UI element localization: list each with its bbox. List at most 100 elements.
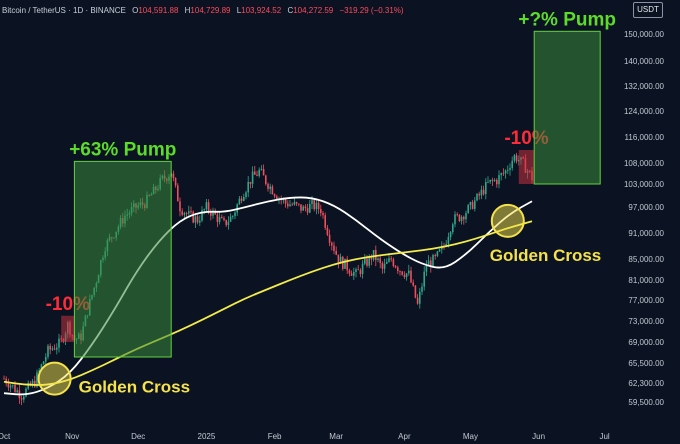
candle-body bbox=[7, 383, 10, 388]
candle-body bbox=[20, 398, 23, 400]
candle bbox=[434, 253, 436, 260]
dip-zone-left bbox=[61, 315, 75, 342]
candle bbox=[317, 200, 320, 214]
candle-body bbox=[282, 199, 285, 201]
candle bbox=[302, 204, 304, 211]
close-value: 104,272.59 bbox=[293, 6, 334, 15]
currency-button[interactable]: USDT bbox=[633, 2, 663, 18]
candle bbox=[474, 197, 476, 212]
candle-body bbox=[348, 270, 351, 274]
candle-body bbox=[339, 256, 342, 264]
candle bbox=[353, 267, 355, 280]
candle-body bbox=[355, 269, 357, 273]
candle-body bbox=[249, 181, 252, 184]
candle bbox=[251, 166, 254, 189]
candle bbox=[348, 268, 351, 277]
candle bbox=[23, 394, 25, 403]
candle-body bbox=[9, 385, 12, 388]
candle-body bbox=[480, 189, 483, 196]
y-tick-label: 116,000.00 bbox=[625, 133, 665, 142]
candle bbox=[359, 268, 362, 278]
candle bbox=[49, 343, 51, 355]
candle-body bbox=[201, 210, 203, 221]
annotation-zones: -10%+63% Pump-10%+?% Pump bbox=[46, 9, 616, 358]
candle bbox=[350, 270, 353, 276]
open-label: O bbox=[132, 6, 139, 15]
candle bbox=[383, 258, 386, 274]
dip-zone-right bbox=[518, 150, 535, 184]
candle-body bbox=[414, 285, 417, 298]
candle bbox=[12, 384, 14, 389]
candle-body bbox=[469, 202, 472, 206]
candle-body bbox=[194, 216, 197, 223]
candle bbox=[190, 206, 192, 215]
candle-body bbox=[368, 255, 370, 266]
candle bbox=[249, 181, 252, 189]
candle-body bbox=[357, 269, 359, 271]
candle bbox=[225, 219, 227, 228]
candle bbox=[232, 215, 234, 220]
candle-body bbox=[267, 183, 269, 189]
candle-body bbox=[328, 234, 331, 243]
candle-body bbox=[458, 214, 461, 222]
candle bbox=[212, 207, 214, 219]
candle-body bbox=[412, 282, 414, 286]
candle-body bbox=[445, 243, 447, 247]
candle-body bbox=[346, 258, 348, 271]
candle-body bbox=[485, 181, 487, 195]
candle-body bbox=[298, 203, 300, 205]
candle-body bbox=[258, 169, 260, 176]
candle-body bbox=[188, 211, 190, 214]
candle-body bbox=[344, 258, 346, 269]
candle bbox=[291, 202, 293, 206]
candle bbox=[247, 176, 249, 198]
candle bbox=[463, 215, 465, 225]
golden-cross-right bbox=[490, 203, 525, 238]
candle-body bbox=[416, 297, 419, 304]
candle-body bbox=[478, 193, 480, 196]
candle-body bbox=[3, 378, 5, 380]
high-value: 104,729.89 bbox=[190, 6, 231, 15]
candle-body bbox=[192, 211, 194, 223]
candle bbox=[386, 258, 388, 265]
candle-body bbox=[405, 273, 408, 278]
candle bbox=[328, 229, 331, 247]
candle-body bbox=[56, 347, 58, 350]
candle-body bbox=[476, 193, 478, 201]
candle bbox=[181, 208, 183, 217]
candle bbox=[324, 212, 326, 230]
candle-body bbox=[408, 270, 410, 274]
y-tick-label: 91,000.00 bbox=[628, 229, 664, 238]
candle bbox=[185, 211, 188, 218]
candle-body bbox=[456, 214, 458, 216]
candle bbox=[51, 346, 54, 352]
candle bbox=[326, 224, 329, 237]
candle-body bbox=[265, 175, 267, 184]
candle-body bbox=[47, 345, 49, 357]
candle-body bbox=[366, 258, 368, 266]
candle-body bbox=[304, 206, 307, 209]
candle-body bbox=[185, 213, 188, 214]
symbol-label: Bitcoin / TetherUS · 1D · BINANCE bbox=[2, 6, 126, 15]
candle bbox=[493, 178, 496, 182]
y-tick-label: 65,500.00 bbox=[628, 359, 664, 368]
candle bbox=[414, 285, 417, 299]
candle bbox=[260, 165, 263, 171]
candle bbox=[361, 260, 364, 279]
candle bbox=[416, 294, 419, 305]
y-tick-label: 140,000.00 bbox=[624, 57, 665, 66]
candle bbox=[229, 213, 232, 223]
candle bbox=[177, 183, 179, 202]
candle-body bbox=[311, 200, 313, 204]
candle-body bbox=[53, 348, 56, 350]
candle bbox=[467, 203, 469, 214]
candle-body bbox=[449, 232, 452, 238]
x-tick-label: Jun bbox=[532, 432, 545, 441]
pump-label-right: +?% Pump bbox=[518, 9, 616, 30]
y-tick-label: 124,000.00 bbox=[624, 107, 665, 116]
candle bbox=[511, 156, 513, 171]
candle bbox=[315, 199, 318, 215]
candle bbox=[306, 203, 309, 216]
moving-averages bbox=[3, 196, 533, 396]
